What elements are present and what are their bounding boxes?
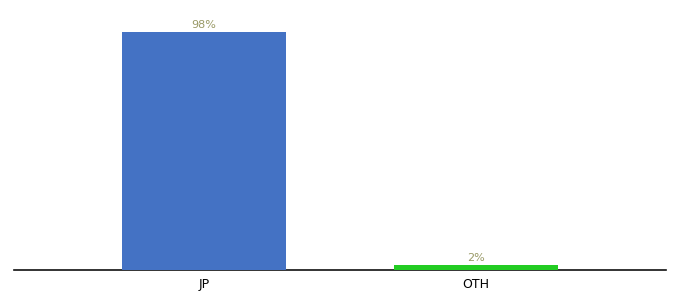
Bar [394,265,558,270]
Text: 2%: 2% [467,253,485,263]
Bar [122,32,286,270]
Text: 98%: 98% [192,20,216,30]
